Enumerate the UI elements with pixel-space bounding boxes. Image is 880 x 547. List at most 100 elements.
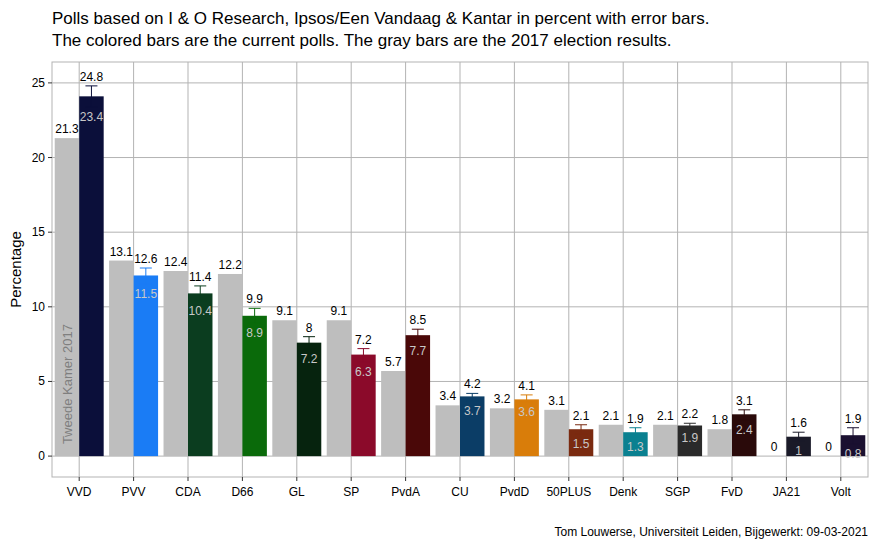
upper-label: 24.8 (80, 70, 104, 84)
error-bar (249, 308, 261, 323)
error-cap (793, 441, 805, 442)
error-cap (249, 308, 261, 309)
x-tick (677, 477, 678, 481)
x-tick-label: PvdD (500, 485, 530, 499)
upper-label: 7.2 (355, 333, 372, 347)
upper-label: 8.5 (409, 313, 426, 327)
bar-poll (188, 293, 212, 456)
bar-poll (79, 96, 103, 456)
data-label: 2.1 (603, 409, 620, 423)
data-label: 3.2 (494, 392, 511, 406)
x-tick (405, 477, 406, 481)
data-label: 12.2 (218, 258, 242, 272)
error-line (200, 286, 201, 301)
error-bar (575, 425, 587, 434)
x-tick (786, 477, 787, 481)
subtitle: The colored bars are the current polls. … (52, 31, 672, 50)
x-tick (242, 477, 243, 481)
error-cap (575, 424, 587, 425)
error-bar (85, 86, 97, 107)
y-tick (48, 381, 52, 382)
data-label: 9.1 (331, 304, 348, 318)
x-tick (188, 477, 189, 481)
x-tick (460, 477, 461, 481)
upper-label: 1.9 (627, 412, 644, 426)
bar-2017 (218, 274, 242, 456)
error-line (417, 329, 418, 341)
lower-label: 1 (795, 444, 802, 458)
bar-poll (297, 343, 321, 456)
y-tick-label: 0 (38, 449, 45, 463)
error-cap (357, 348, 369, 349)
grid-line-x (677, 62, 678, 477)
error-bar (521, 395, 533, 402)
series-annotation: Tweede Kamer 2017 (60, 324, 75, 444)
x-tick-label: VVD (67, 485, 92, 499)
upper-label: 1.6 (790, 416, 807, 430)
bar-2017 (55, 138, 79, 456)
data-label: 3.1 (548, 394, 565, 408)
plot-area (52, 62, 868, 477)
x-tick-label: SGP (665, 485, 690, 499)
error-cap (85, 85, 97, 86)
error-bar (194, 286, 206, 301)
data-label: 2.1 (657, 409, 674, 423)
error-line (472, 393, 473, 400)
bar-2017 (599, 425, 623, 456)
x-tick-label: PVV (122, 485, 146, 499)
bar-2017 (272, 320, 296, 456)
error-bar (629, 428, 641, 437)
grid-line-x (623, 62, 624, 477)
labels: 21.313.112.412.29.19.15.73.43.23.12.12.1… (55, 70, 861, 461)
x-tick (568, 477, 569, 481)
x-tick-label: Denk (609, 485, 638, 499)
error-line (91, 86, 92, 107)
lower-label: 0.8 (845, 447, 862, 461)
error-cap (684, 423, 696, 424)
error-line (581, 425, 582, 434)
error-line (254, 308, 255, 323)
error-cap (738, 420, 750, 421)
x-tick-label: CU (451, 485, 468, 499)
bar-2017 (653, 425, 677, 456)
error-line (798, 432, 799, 441)
x-tick (514, 477, 515, 481)
x-tick-label: PvdA (391, 485, 420, 499)
data-label: 1.8 (711, 413, 728, 427)
chart: Polls based on I & O Research, Ipsos/Een… (0, 0, 880, 547)
error-line (853, 428, 854, 444)
error-cap (738, 409, 750, 410)
upper-label: 2.2 (681, 407, 698, 421)
error-line (744, 410, 745, 420)
lower-label: 11.5 (135, 287, 158, 301)
error-cap (140, 268, 152, 269)
bar-poll (514, 399, 538, 456)
lower-label: 6.3 (355, 365, 372, 379)
data-label: 0 (825, 440, 832, 454)
x-tick (840, 477, 841, 481)
error-bar (684, 423, 696, 427)
data-label: 9.1 (276, 304, 293, 318)
lower-label: 1.3 (627, 440, 644, 454)
data-label: 3.4 (439, 389, 456, 403)
error-cap (466, 393, 478, 394)
error-cap (793, 432, 805, 433)
y-tick (48, 456, 52, 457)
upper-label: 4.2 (464, 377, 481, 391)
error-bar (847, 428, 859, 444)
y-tick (48, 157, 52, 158)
lower-label: 7.7 (409, 344, 426, 358)
data-label: 0 (771, 440, 778, 454)
data-label: 13.1 (110, 245, 134, 259)
error-line (145, 268, 146, 284)
upper-label: 1.9 (845, 412, 862, 426)
error-cap (629, 427, 641, 428)
x-tick-label: 50PLUS (546, 485, 591, 499)
lower-label: 10.4 (189, 304, 213, 318)
marks (55, 86, 866, 456)
y-tick-label: 20 (32, 151, 46, 165)
lower-label: 7.2 (301, 352, 318, 366)
error-cap (412, 329, 424, 330)
error-bar (357, 349, 369, 362)
x-tick (133, 477, 134, 481)
